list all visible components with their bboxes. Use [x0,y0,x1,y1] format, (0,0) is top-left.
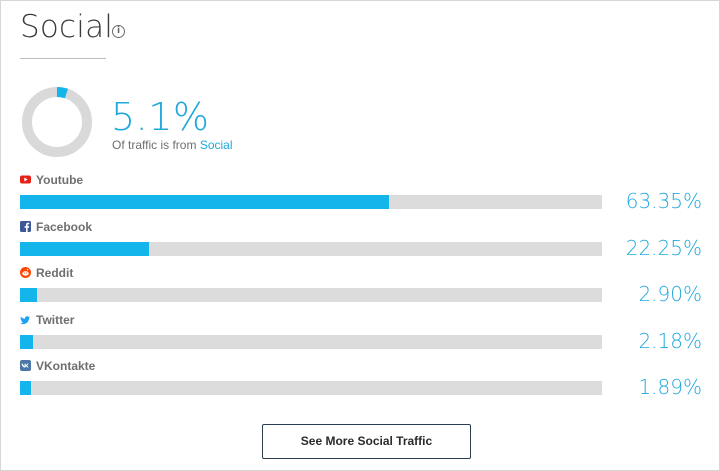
donut-track [22,87,92,157]
card-title: Social [20,9,114,45]
channel-list: Youtube 63.35% Facebook 22.25% [20,173,710,406]
youtube-icon [20,175,31,184]
channel-label: Reddit [20,266,73,282]
channel-bar-track [20,381,602,395]
share-caption: Of traffic is from Social [112,138,233,152]
share-value: 5.1% [111,95,210,139]
channel-bar-track [20,334,602,349]
share-donut [22,87,92,157]
channel-percent: 63.35% [625,189,702,213]
channel-row-twitter: Twitter 2.18% [20,313,710,360]
channel-bar-track [20,288,602,302]
channel-name: Facebook [36,219,93,234]
channel-bar-fill [20,288,37,302]
channel-label: Youtube [20,173,83,189]
channel-percent: 2.18% [638,328,702,353]
twitter-icon [20,315,30,324]
reddit-icon [20,267,31,278]
facebook-icon [20,220,31,232]
channel-name: Reddit [36,266,74,280]
channel-label: VKontakte [20,359,95,375]
channel-percent: 22.25% [625,235,702,260]
info-icon[interactable]: i [112,25,125,38]
channel-bar-fill [20,381,31,395]
channel-percent: 1.89% [638,375,702,399]
channel-label: Facebook [20,220,92,236]
channel-row-vkontakte: VKontakte 1.89% [20,359,710,406]
channel-row-reddit: Reddit 2.90% [20,266,710,313]
channel-bar-fill [20,241,150,256]
channel-row-youtube: Youtube 63.35% [20,173,710,220]
channel-bar-fill [20,334,33,349]
channel-bar-track [20,195,602,209]
see-more-social-traffic-button[interactable]: See More Social Traffic [262,424,471,459]
donut-arc [22,87,92,157]
share-caption-link[interactable]: Social [199,138,233,152]
title-divider [20,58,106,59]
channel-percent: 2.90% [638,282,702,306]
channel-name: Twitter [36,312,75,327]
channel-name: VKontakte [36,359,96,373]
channel-bar-fill [20,195,389,209]
channel-name: Youtube [36,173,84,187]
channel-label: Twitter [20,313,74,329]
share-caption-text: Of traffic is from [112,138,197,152]
vkontakte-icon [20,360,31,371]
channel-row-facebook: Facebook 22.25% [20,220,710,267]
channel-bar-track [20,241,602,256]
card-header: Social i [20,9,125,59]
